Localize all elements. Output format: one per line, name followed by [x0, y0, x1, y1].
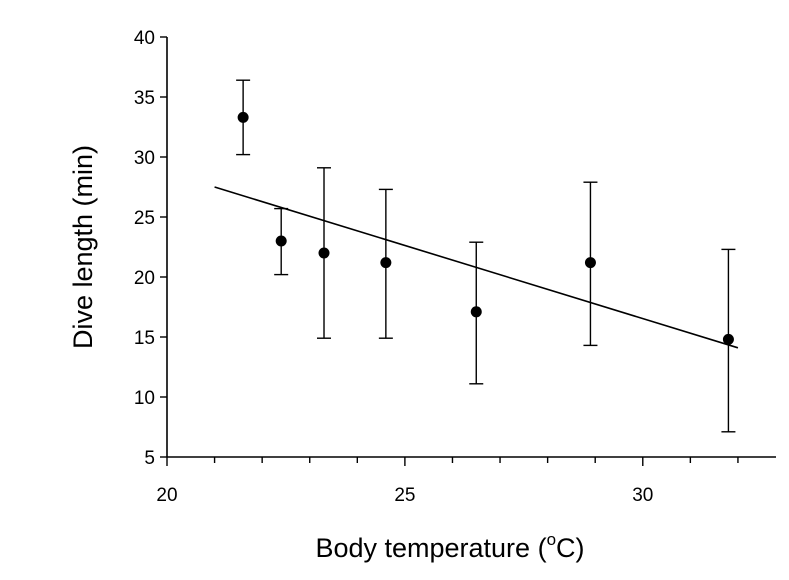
y-tick-label: 30 — [134, 148, 155, 169]
data-point — [722, 333, 734, 345]
data-point — [470, 306, 482, 318]
data-point — [318, 247, 330, 259]
data-point — [584, 257, 596, 269]
ticks: 5 10 15 20 25 30 35 40 20 25 30 — [134, 28, 739, 506]
x-axis-title-degree: o — [547, 530, 556, 549]
x-axis-title-text: Body temperature ( — [315, 533, 546, 563]
x-axis-title: Body temperature (oC) — [315, 530, 584, 563]
x-tick-label: 25 — [394, 485, 415, 506]
x-tick-label: 20 — [156, 485, 177, 506]
y-tick-label: 25 — [134, 208, 155, 229]
y-tick-label: 15 — [134, 328, 155, 349]
x-tick-label: 30 — [632, 485, 653, 506]
data-point — [380, 257, 392, 269]
y-axis-title: Dive length (min) — [68, 145, 98, 349]
y-tick-label: 35 — [134, 88, 155, 109]
y-tick-label: 40 — [134, 28, 155, 49]
y-tick-label: 20 — [134, 268, 155, 289]
x-axis-title-unit: C) — [556, 533, 585, 563]
y-tick-label: 5 — [144, 448, 155, 469]
data-point — [237, 111, 249, 123]
y-tick-label: 10 — [134, 388, 155, 409]
data-point — [275, 235, 287, 247]
data-points — [236, 79, 736, 433]
